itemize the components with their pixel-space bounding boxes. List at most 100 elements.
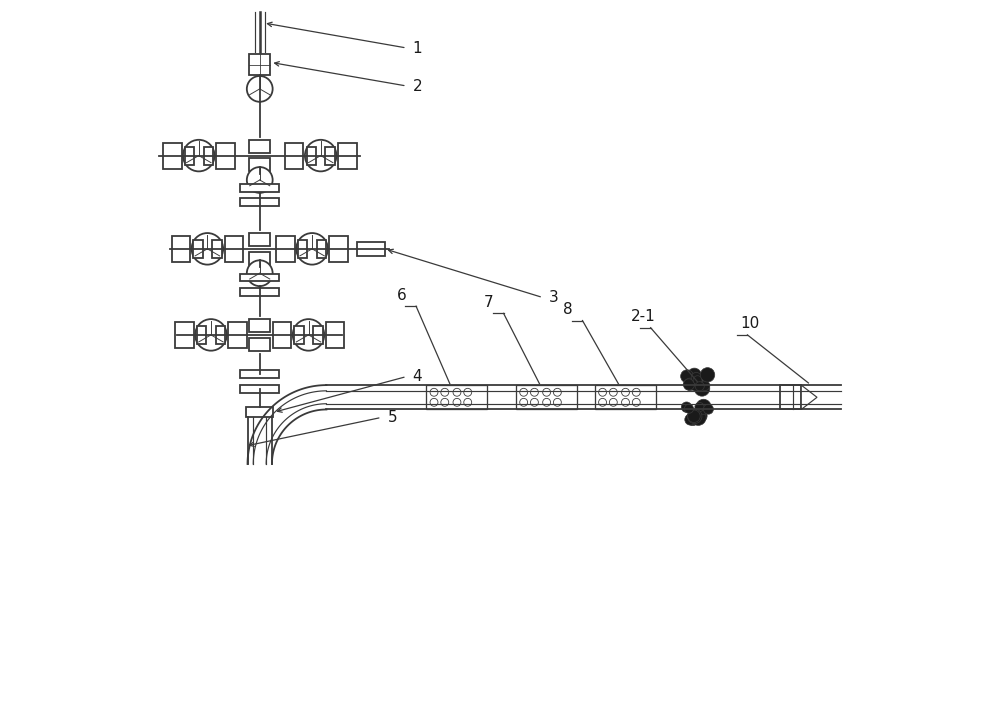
Circle shape (632, 398, 640, 406)
Circle shape (543, 398, 551, 406)
Text: 7: 7 (484, 294, 494, 310)
Text: 8: 8 (563, 302, 573, 317)
Circle shape (684, 378, 696, 390)
Circle shape (305, 140, 336, 171)
Circle shape (690, 413, 702, 425)
Text: 10: 10 (740, 316, 760, 331)
Circle shape (685, 414, 696, 425)
Bar (313, 326, 323, 344)
Circle shape (689, 378, 702, 391)
Circle shape (553, 398, 561, 406)
Bar (276, 236, 295, 262)
Circle shape (543, 388, 551, 396)
Bar (357, 242, 385, 256)
Bar (240, 198, 279, 206)
Circle shape (430, 388, 438, 396)
Bar (325, 147, 335, 165)
Circle shape (700, 368, 715, 382)
Circle shape (681, 402, 692, 413)
Circle shape (632, 388, 640, 396)
Bar (338, 143, 357, 168)
Bar (212, 240, 222, 258)
Bar (240, 384, 279, 392)
Text: 2-1: 2-1 (631, 309, 656, 324)
Bar (240, 184, 279, 192)
Bar (249, 158, 270, 171)
Circle shape (453, 398, 461, 406)
Circle shape (599, 388, 607, 396)
Bar (326, 322, 344, 348)
Circle shape (691, 372, 701, 382)
Bar (426, 385, 487, 410)
Bar (294, 326, 304, 344)
Bar (193, 240, 203, 258)
Bar (216, 143, 235, 168)
Circle shape (195, 319, 227, 351)
Bar (249, 54, 270, 76)
Bar (175, 322, 194, 348)
Circle shape (247, 261, 273, 286)
Bar (249, 338, 270, 351)
Circle shape (687, 368, 701, 382)
Bar (298, 240, 307, 258)
Bar (240, 370, 279, 378)
Bar (273, 322, 291, 348)
Circle shape (530, 388, 538, 396)
Bar (516, 385, 577, 410)
Circle shape (703, 404, 713, 414)
Text: 5: 5 (387, 410, 397, 425)
Bar (329, 236, 348, 262)
Circle shape (700, 381, 710, 390)
Circle shape (441, 398, 449, 406)
Circle shape (687, 409, 702, 423)
Bar (204, 147, 213, 165)
Bar (780, 385, 801, 410)
Bar (163, 143, 182, 168)
Circle shape (441, 388, 449, 396)
Circle shape (609, 398, 617, 406)
Circle shape (694, 381, 710, 396)
Circle shape (553, 388, 561, 396)
Circle shape (530, 398, 538, 406)
Circle shape (695, 382, 704, 391)
Circle shape (686, 412, 700, 426)
Text: 6: 6 (397, 287, 406, 302)
Text: 2: 2 (412, 78, 422, 94)
Circle shape (688, 410, 700, 423)
Circle shape (609, 388, 617, 396)
Circle shape (684, 404, 694, 413)
Circle shape (296, 233, 328, 265)
Bar (197, 326, 206, 344)
Bar (595, 385, 656, 410)
Circle shape (247, 167, 273, 193)
Circle shape (683, 379, 695, 390)
Circle shape (192, 233, 223, 265)
Circle shape (693, 376, 702, 384)
Bar (240, 288, 279, 296)
Bar (249, 252, 270, 265)
Circle shape (183, 140, 215, 171)
Circle shape (430, 398, 438, 406)
Circle shape (695, 410, 707, 422)
Bar (225, 236, 243, 262)
Circle shape (520, 398, 528, 406)
Polygon shape (801, 385, 817, 410)
Circle shape (695, 402, 704, 412)
Bar (246, 408, 273, 418)
Bar (285, 143, 303, 168)
Text: 3: 3 (549, 290, 559, 305)
Circle shape (599, 398, 607, 406)
Bar (317, 240, 326, 258)
Circle shape (453, 388, 461, 396)
Circle shape (691, 410, 706, 426)
Bar (249, 233, 270, 246)
Bar (249, 140, 270, 153)
Bar (228, 322, 247, 348)
Circle shape (520, 388, 528, 396)
Bar (249, 319, 270, 332)
Text: 4: 4 (412, 369, 422, 384)
Text: 1: 1 (412, 40, 422, 55)
Bar (307, 147, 316, 165)
Circle shape (622, 398, 629, 406)
Circle shape (247, 76, 273, 102)
